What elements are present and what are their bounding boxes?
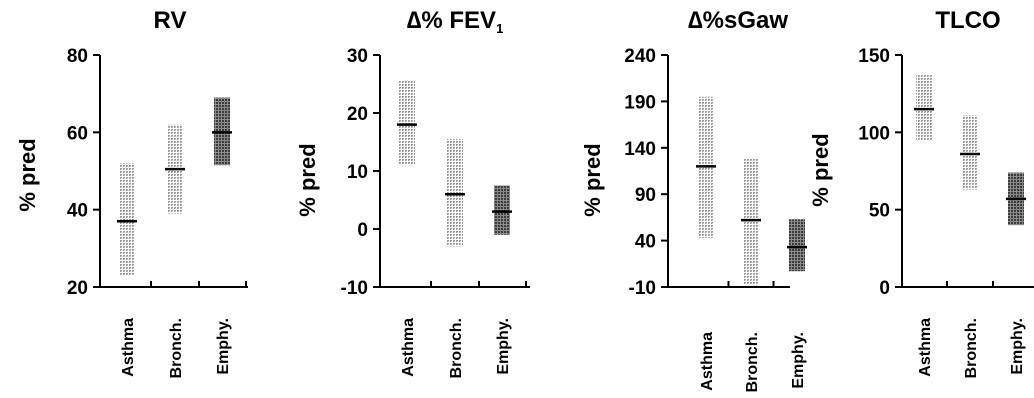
y-tick-label: 90 [635,185,656,206]
y-tick-label: 10 [347,162,368,183]
y-tick-label: 140 [624,139,656,160]
chart-panel-4: TLCO % pred 0 50 100 150 Asthma Bronch. Emphy. [808,7,1034,378]
category-label: Emphy. [495,318,512,375]
y-axis-label: % pred [15,138,40,211]
range-bar-bronch [962,115,978,190]
chart-title: ∆% FEV1 [407,7,504,36]
range-bar-emphy [789,219,805,272]
chart-panel-3: ∆%sGaw % pred -10 40 90 140 190 240 Asthma Bronch… [580,7,807,392]
chart-panel-1: RV % pred 20 40 60 80 Asthma Bronch. Emphy. [15,7,248,378]
category-label: Bronch. [168,318,185,378]
y-tick-label: 50 [869,201,890,222]
y-tick-label: 20 [67,278,88,299]
y-tick-label: 40 [635,232,656,253]
y-tick-label: 30 [347,46,368,67]
y-tick-label: 40 [67,201,88,222]
y-tick-label: -10 [629,278,656,299]
y-tick-label: 80 [67,46,88,67]
category-label: Bronch. [448,318,465,378]
y-tick-label: 60 [67,123,88,144]
y-tick-label: -10 [341,278,368,299]
category-label: Emphy. [790,332,807,389]
category-label: Bronch. [744,332,761,392]
range-bar-asthma [916,75,932,141]
y-tick-label: 190 [624,92,656,113]
y-tick-label: 240 [624,46,656,67]
y-axis-label: % pred [295,143,320,216]
category-label: Asthma [400,318,417,377]
category-label: Asthma [917,318,934,377]
range-bar-emphy [494,185,510,235]
range-bar-bronch [743,158,759,286]
category-label: Asthma [699,332,716,391]
y-tick-label: 0 [357,220,368,241]
range-bar-asthma [119,163,135,276]
category-label: Emphy. [1009,318,1026,375]
y-axis-label: % pred [808,133,833,206]
y-tick-label: 0 [879,278,890,299]
category-label: Bronch. [963,318,980,378]
y-tick-label: 20 [347,104,368,125]
chart-title: TLCO [935,7,1000,34]
chart-panel-2: ∆% FEV1 % pred -10 0 10 20 30 Asthma Bronch. Emph… [295,7,530,378]
chart-title: ∆%sGaw [688,7,788,34]
range-bar-asthma [399,81,415,166]
chart-title: RV [154,7,187,34]
category-label: Emphy. [215,318,232,375]
y-axis-label: % pred [580,143,605,216]
y-tick-label: 150 [858,46,890,67]
range-bar-bronch [447,139,463,247]
category-label: Asthma [120,318,137,377]
y-tick-label: 100 [858,123,890,144]
